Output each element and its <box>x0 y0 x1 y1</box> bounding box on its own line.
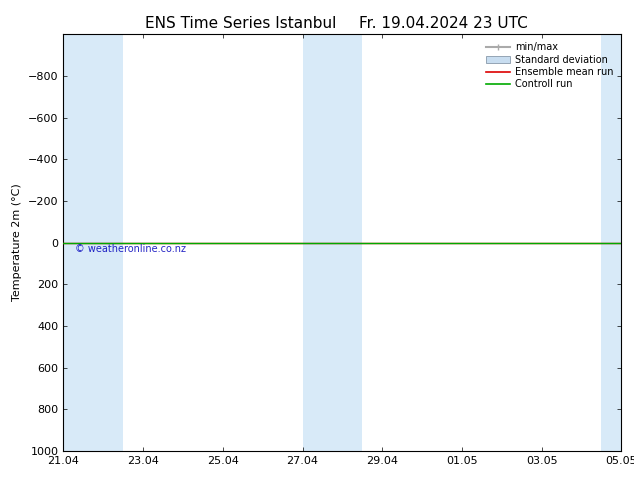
Legend: min/max, Standard deviation, Ensemble mean run, Controll run: min/max, Standard deviation, Ensemble me… <box>482 38 618 93</box>
Text: ENS Time Series Istanbul: ENS Time Series Istanbul <box>145 16 337 31</box>
Text: © weatheronline.co.nz: © weatheronline.co.nz <box>75 244 186 254</box>
Bar <box>63 34 93 451</box>
Bar <box>332 34 362 451</box>
Bar <box>602 34 621 451</box>
Bar <box>302 34 332 451</box>
Y-axis label: Temperature 2m (°C): Temperature 2m (°C) <box>13 184 22 301</box>
Bar <box>93 34 123 451</box>
Text: Fr. 19.04.2024 23 UTC: Fr. 19.04.2024 23 UTC <box>359 16 528 31</box>
